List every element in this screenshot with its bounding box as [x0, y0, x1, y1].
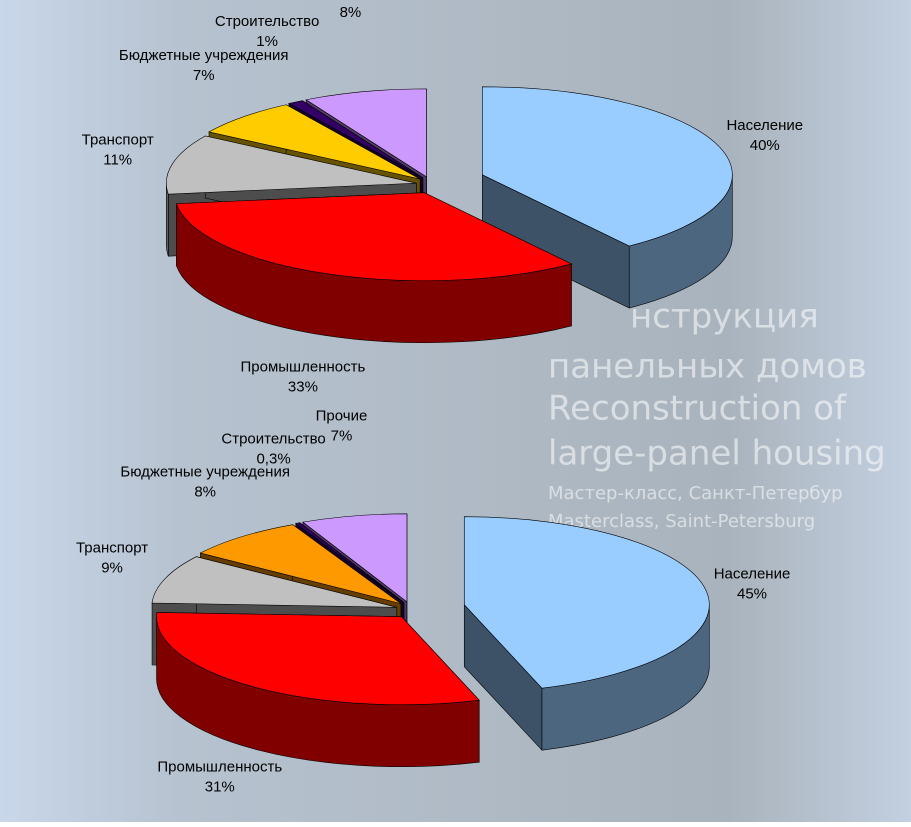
value-label: 40%: [750, 137, 780, 154]
slice-label: Прочие: [325, 0, 377, 1]
value-label: 1%: [256, 33, 278, 50]
chart: нструкция панельных домов Reconstruction…: [0, 0, 911, 822]
slice-label: Промышленность: [241, 359, 366, 376]
slice-label: Прочие: [316, 407, 368, 424]
slice-label: Транспорт: [76, 540, 148, 557]
value-label: 33%: [288, 379, 318, 396]
value-label: 8%: [340, 4, 362, 21]
value-label: 7%: [193, 67, 215, 84]
value-label: 45%: [737, 586, 767, 603]
bg-line: панельных домов: [548, 347, 867, 387]
slice-label: Промышленность: [157, 758, 282, 775]
slice-label: Население: [714, 566, 791, 583]
bg-line: large-panel housing: [548, 434, 886, 474]
value-label: 8%: [194, 483, 216, 500]
bg-line: нструкция: [630, 297, 819, 337]
slice-label: Строительство: [221, 431, 325, 448]
value-label: 31%: [205, 778, 235, 795]
value-label: 11%: [103, 152, 132, 169]
slice-label: Строительство: [215, 13, 319, 30]
slice-label: Население: [726, 117, 803, 134]
value-label: 0,3%: [256, 451, 290, 468]
page: нструкция панельных домов Reconstruction…: [0, 0, 911, 827]
bg-line: Reconstruction of: [548, 389, 847, 429]
slice-label: Транспорт: [82, 132, 154, 149]
value-label: 7%: [331, 427, 353, 444]
bg-line: Мастер-класс, Санкт-Петербур: [548, 483, 843, 504]
value-label: 9%: [101, 560, 123, 577]
